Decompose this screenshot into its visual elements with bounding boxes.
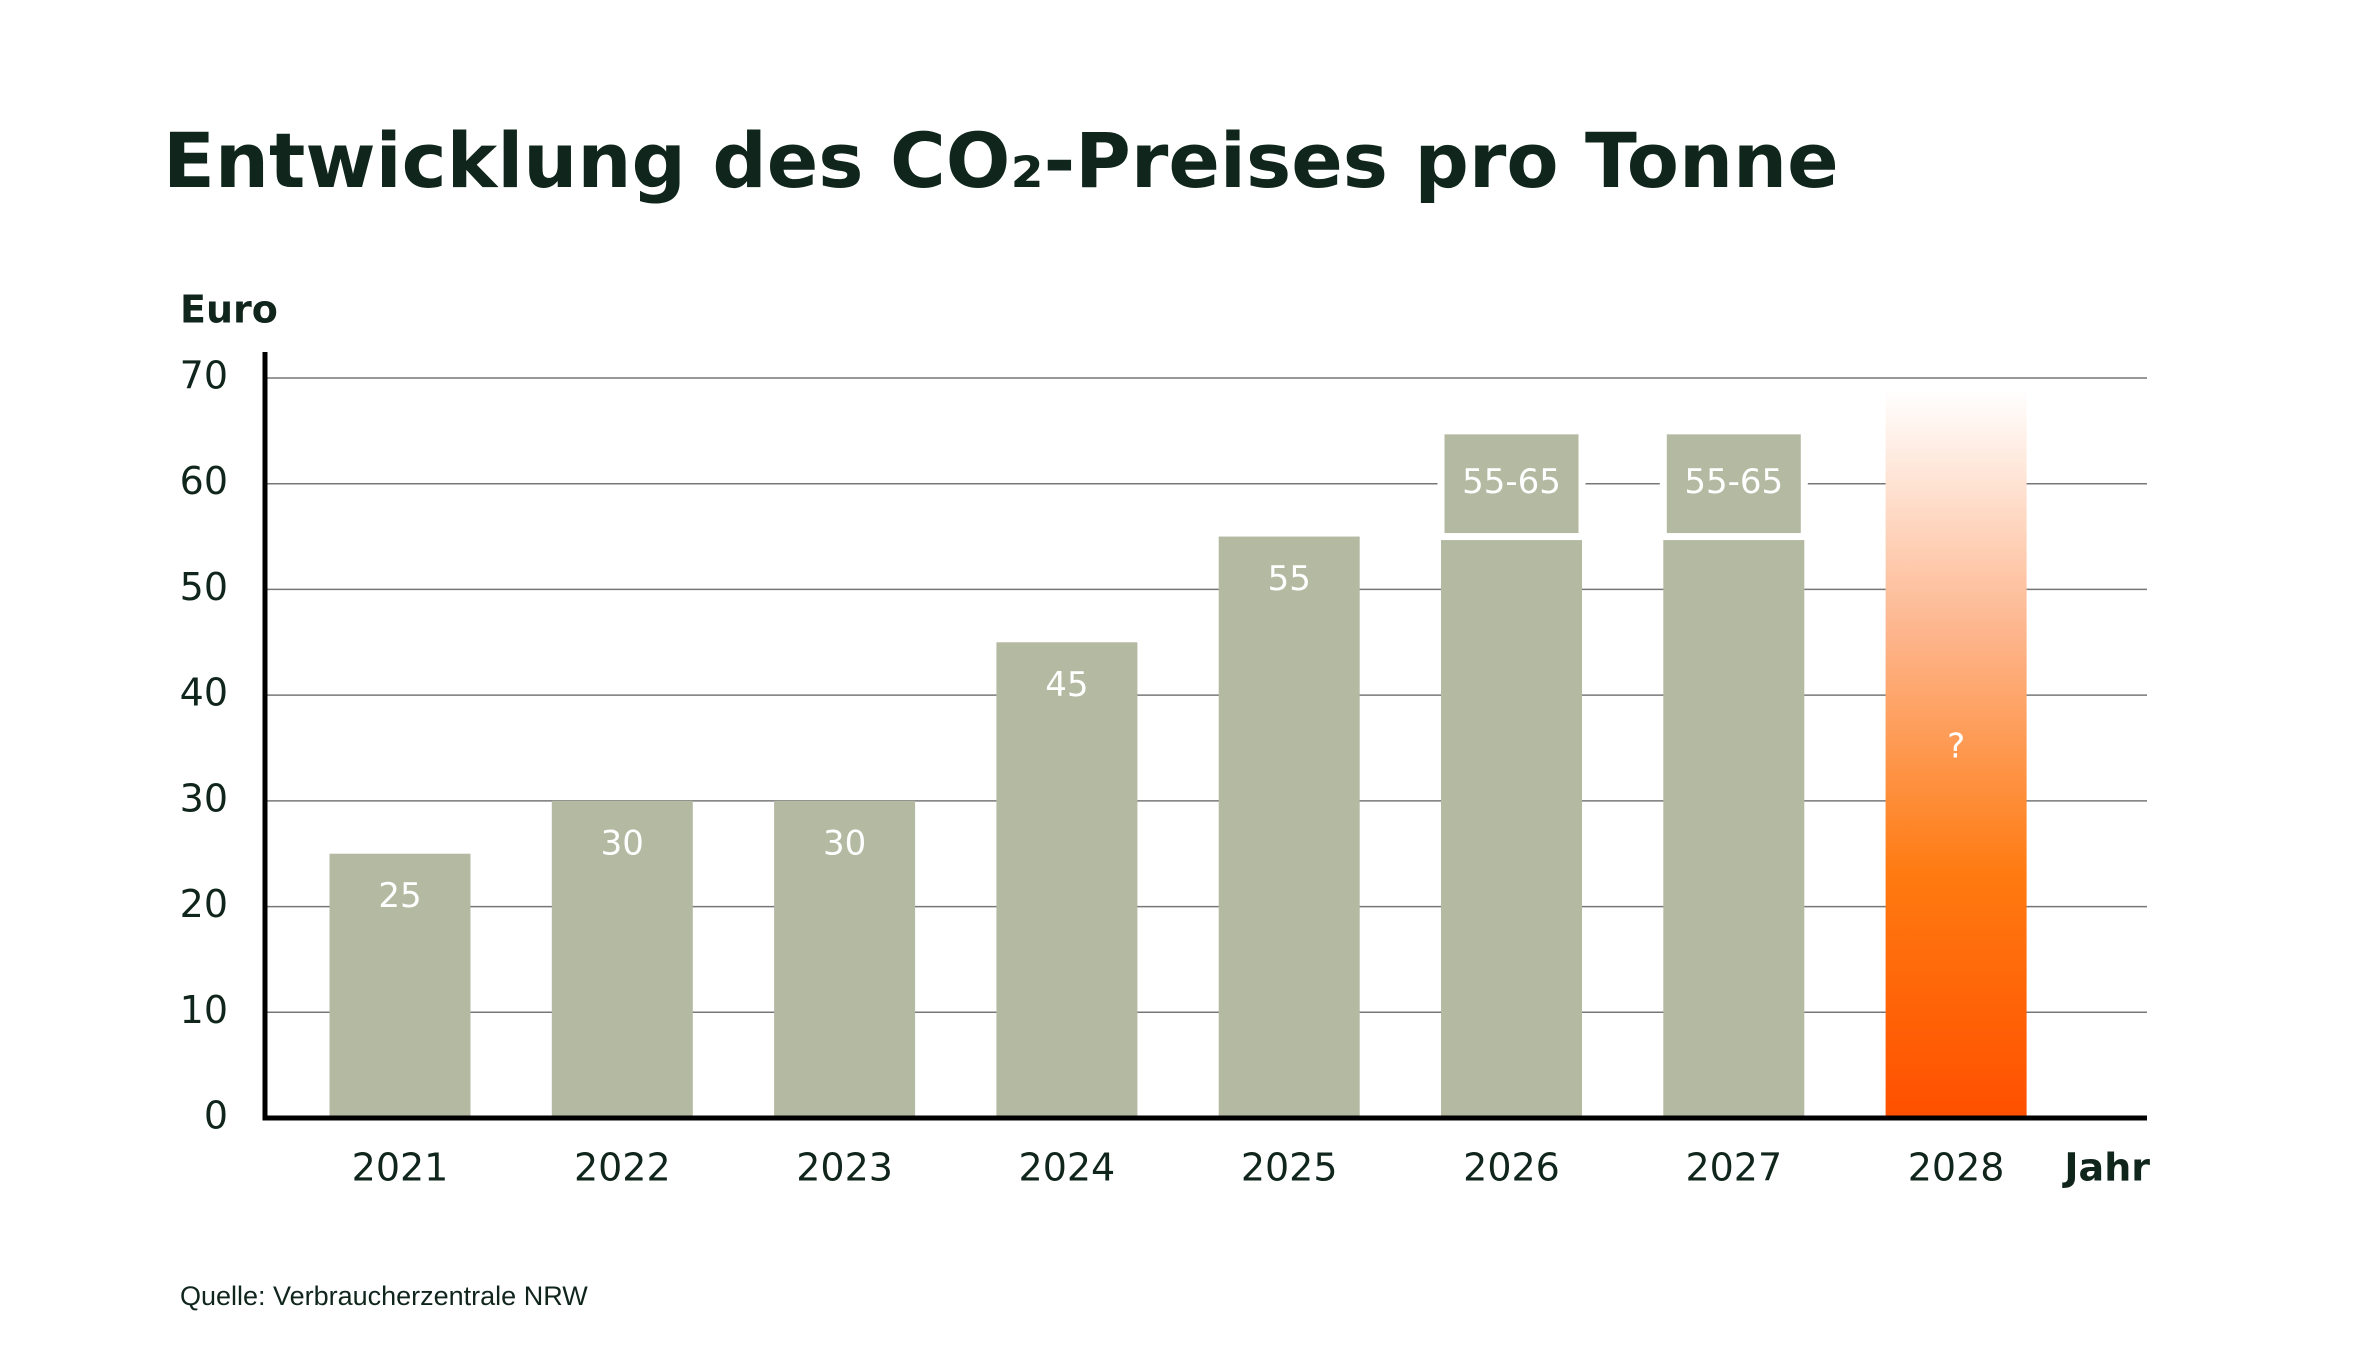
bar: [1218, 536, 1360, 1118]
range-label: 55-65: [1462, 462, 1561, 502]
bar: [1441, 536, 1582, 1118]
range-bar: [1659, 427, 1808, 541]
y-tick-label: 60: [180, 459, 228, 503]
x-tick-label: 2025: [1241, 1146, 1338, 1190]
x-tick-label: 2028: [1908, 1146, 2005, 1190]
y-tick-label: 40: [180, 671, 228, 715]
bar: [996, 642, 1138, 1118]
x-tick-label: 2021: [352, 1146, 449, 1190]
bar: [774, 800, 916, 1118]
range-bar: [1437, 427, 1586, 541]
unknown-bar: [1885, 390, 2027, 1118]
y-tick-label: 0: [204, 1094, 228, 1138]
x-axis-label: Jahr: [2061, 1146, 2150, 1190]
x-tick-label: 2023: [796, 1146, 893, 1190]
y-tick-label: 50: [180, 565, 228, 609]
y-tick-label: 70: [180, 354, 228, 398]
y-tick-label: 20: [180, 882, 228, 926]
x-tick-label: 2024: [1019, 1146, 1116, 1190]
range-label: 55-65: [1684, 462, 1783, 502]
y-tick-label: 30: [180, 776, 228, 820]
value-label: 55: [1268, 559, 1311, 599]
value-label: 25: [378, 876, 421, 916]
x-tick-label: 2026: [1463, 1146, 1560, 1190]
source: Quelle: Verbraucherzentrale NRW: [180, 1281, 588, 1311]
y-tick-label: 10: [180, 988, 228, 1032]
value-label: 45: [1045, 665, 1088, 705]
unknown-label: ?: [1947, 727, 1965, 767]
bar: [551, 800, 693, 1118]
chart-title: Entwicklung des CO₂-Preises pro Tonne: [163, 116, 1839, 205]
bar: [329, 853, 471, 1118]
y-axis-label: Euro: [180, 288, 278, 332]
x-tick-label: 2027: [1685, 1146, 1782, 1190]
value-label: 30: [601, 823, 644, 863]
bar: [1663, 536, 1805, 1118]
value-label: 30: [823, 823, 866, 863]
x-tick-label: 2022: [574, 1146, 671, 1190]
